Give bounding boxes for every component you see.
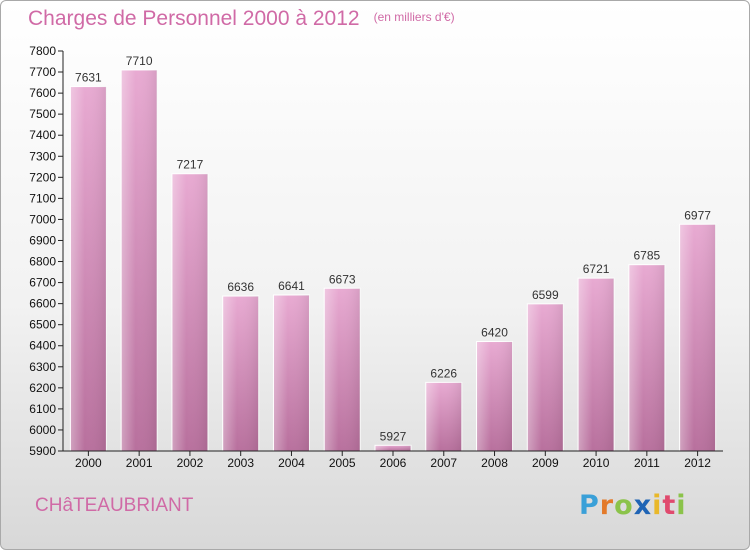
x-tick-label: 2007 bbox=[430, 456, 457, 470]
chart-title: Charges de Personnel 2000 à 2012 (en mill… bbox=[28, 7, 455, 31]
bar-value-label: 7217 bbox=[177, 158, 204, 172]
y-tick-label: 6500 bbox=[29, 318, 56, 332]
proxiti-logo: Proxiti bbox=[579, 490, 687, 521]
bar-shine bbox=[324, 288, 361, 451]
y-tick-label: 7300 bbox=[29, 149, 56, 163]
bar-shine bbox=[121, 69, 158, 452]
bar-value-label: 6977 bbox=[684, 208, 711, 222]
bar-value-label: 5927 bbox=[380, 429, 407, 443]
bar-shine bbox=[425, 382, 462, 451]
y-tick-label: 6000 bbox=[29, 423, 56, 437]
y-tick-label: 7800 bbox=[29, 44, 56, 58]
x-tick-label: 2008 bbox=[481, 456, 508, 470]
y-tick-label: 7100 bbox=[29, 191, 56, 205]
logo-letter: i bbox=[676, 490, 687, 521]
chart-title-text: Charges de Personnel 2000 à 2012 bbox=[28, 7, 360, 30]
logo-letter: x bbox=[633, 490, 653, 521]
bar-shine bbox=[273, 295, 310, 451]
bar-shine bbox=[171, 173, 208, 451]
x-tick-label: 2009 bbox=[532, 456, 559, 470]
bar-value-label: 7710 bbox=[126, 54, 153, 68]
bar-shine bbox=[476, 341, 513, 451]
bar-value-label: 6641 bbox=[278, 279, 305, 293]
bar-value-label: 6599 bbox=[532, 288, 559, 302]
bar-shine bbox=[70, 86, 107, 451]
x-tick-label: 2004 bbox=[278, 456, 305, 470]
x-axis: 2000 2001 2002 2003 2004 2005 2006 2007 2008 2009… bbox=[63, 450, 723, 470]
bar-shine bbox=[222, 296, 259, 451]
x-tick-label: 2010 bbox=[583, 456, 610, 470]
logo-letter: o bbox=[614, 490, 634, 521]
y-axis: 5900 6000 6100 6200 6300 6400 6500 6600 6700 6800… bbox=[29, 44, 64, 458]
y-tick-label: 6900 bbox=[29, 233, 56, 247]
bars-group bbox=[69, 69, 717, 452]
bar-value-label: 6636 bbox=[227, 280, 254, 294]
bar-value-label: 6420 bbox=[481, 326, 508, 340]
y-tick-label: 6600 bbox=[29, 297, 56, 311]
x-tick-label: 2012 bbox=[684, 456, 711, 470]
y-tick-label: 6300 bbox=[29, 360, 56, 374]
y-tick-label: 6400 bbox=[29, 339, 56, 353]
chart-subtitle: (en milliers d'€) bbox=[373, 10, 455, 24]
y-tick-label: 7000 bbox=[29, 212, 56, 226]
y-tick-label: 6700 bbox=[29, 276, 56, 290]
y-tick-label: 6800 bbox=[29, 255, 56, 269]
x-tick-label: 2001 bbox=[126, 456, 153, 470]
x-tick-label: 2002 bbox=[177, 456, 204, 470]
y-tick-label: 7500 bbox=[29, 107, 56, 121]
bar-value-label: 6721 bbox=[583, 262, 610, 276]
bar-shine bbox=[527, 303, 564, 451]
x-tick-label: 2003 bbox=[227, 456, 254, 470]
y-tick-label: 6100 bbox=[29, 402, 56, 416]
y-tick-label: 7600 bbox=[29, 86, 56, 100]
logo-letter: i bbox=[652, 490, 663, 521]
logo-letter: t bbox=[662, 490, 677, 521]
x-tick-label: 2000 bbox=[75, 456, 102, 470]
bar-shine bbox=[679, 224, 716, 451]
data-labels-group: 7631 7710 7217 6636 6641 6673 5927 6226 6420 6599… bbox=[75, 54, 711, 443]
logo-letter: r bbox=[599, 490, 615, 521]
bar-value-label: 6785 bbox=[633, 249, 660, 263]
y-tick-label: 7400 bbox=[29, 128, 56, 142]
bar-value-label: 6673 bbox=[329, 272, 356, 286]
logo-letter: P bbox=[579, 490, 600, 521]
y-tick-label: 7700 bbox=[29, 65, 56, 79]
x-tick-label: 2006 bbox=[380, 456, 407, 470]
y-tick-label: 6200 bbox=[29, 381, 56, 395]
city-name: CHâTEAUBRIANT bbox=[35, 495, 194, 516]
bar-shine bbox=[628, 264, 665, 451]
y-tick-label: 5900 bbox=[29, 444, 56, 458]
y-tick-label: 7200 bbox=[29, 170, 56, 184]
x-tick-label: 2011 bbox=[634, 456, 660, 470]
x-tick-label: 2005 bbox=[329, 456, 356, 470]
bar-shine bbox=[375, 445, 411, 451]
bar-value-label: 6226 bbox=[430, 366, 457, 380]
bar-value-label: 7631 bbox=[75, 71, 102, 85]
bar-shine bbox=[578, 278, 615, 451]
